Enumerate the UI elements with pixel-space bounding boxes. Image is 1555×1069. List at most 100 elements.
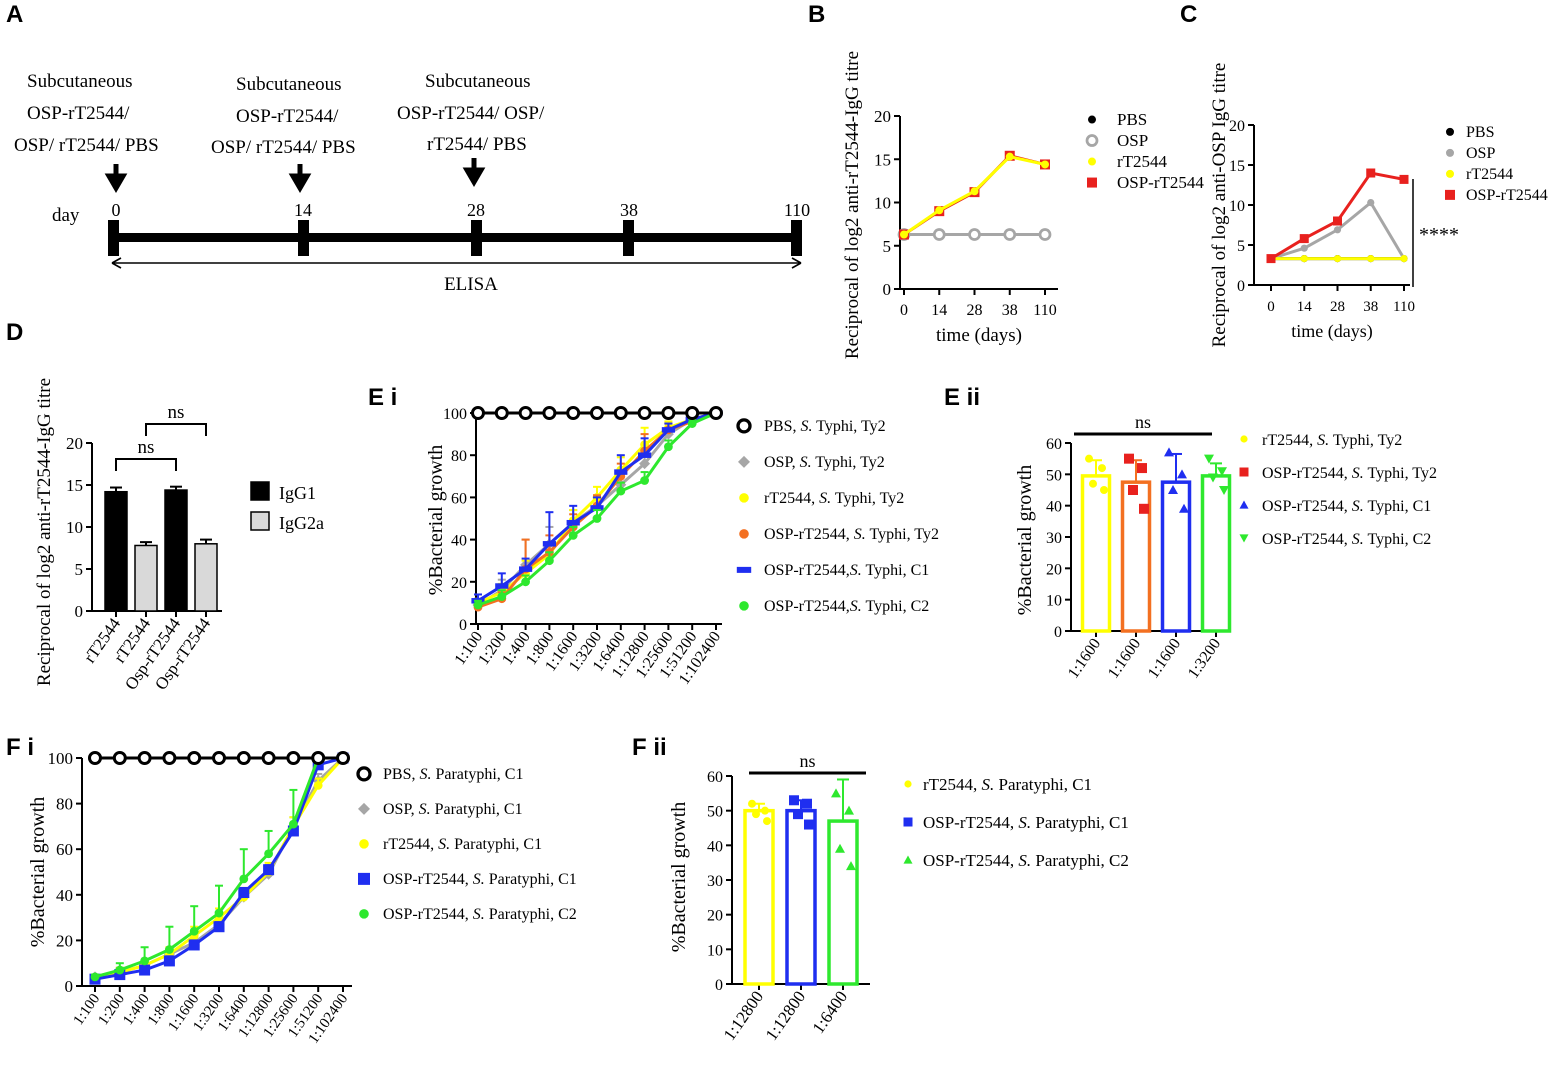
data-point (1299, 234, 1309, 244)
timeline-node-28 (471, 220, 482, 256)
legend-label: rT2544, S. Paratyphi, C1 (383, 836, 542, 853)
y-tick-label: 5 (883, 237, 892, 256)
x-tick-label: 1:6400 (809, 987, 852, 1037)
legend-marker (1446, 169, 1454, 178)
data-point (932, 228, 946, 241)
legend-marker (903, 855, 913, 864)
x-tick-label: 110 (1033, 302, 1056, 319)
data-point (114, 969, 126, 981)
y-tick-label: 100 (48, 749, 74, 768)
x-tick-label: 110 (1393, 299, 1415, 315)
bar (134, 544, 158, 612)
y-tick-label: 20 (56, 931, 73, 950)
x-tick-label: 1:400 (120, 991, 153, 1028)
data-point (187, 750, 202, 766)
legend-label: OSP-rT2544, S. Paratyphi, C2 (383, 906, 577, 923)
data-point (189, 926, 199, 936)
chart-fi-x-axis: 1:1001:2001:4001:8001:16001:32001:64001:… (71, 985, 352, 1047)
series-line (1270, 171, 1405, 260)
x-tick-label: 1:12800 (720, 987, 768, 1044)
data-point (1038, 228, 1052, 241)
chart-fii-bars (743, 778, 859, 986)
legend-label: rT2544 (1117, 152, 1168, 171)
data-point (1367, 199, 1375, 207)
bar (743, 808, 775, 986)
legend-label: OSP (1466, 145, 1495, 162)
legend-label: IgG1 (279, 483, 316, 503)
data-point (1333, 255, 1342, 263)
panel-label-eii: E ii (944, 384, 980, 411)
chart-ei-legend: PBS, S. Typhi, Ty2 OSP, S. Typhi, Ty2 rT25… (736, 418, 939, 615)
data-point (1333, 226, 1342, 234)
y-tick-label: 10 (874, 194, 891, 213)
data-point (519, 566, 533, 572)
bar (1200, 474, 1232, 633)
data-point (592, 514, 602, 523)
y-axis-title: %Bacterial growth (1014, 465, 1036, 616)
legend-marker (358, 872, 370, 885)
data-point (568, 530, 578, 540)
y-tick-label: 0 (75, 602, 84, 621)
day-tick-0: 0 (112, 200, 121, 220)
data-point (1300, 244, 1308, 252)
legend-marker (736, 418, 752, 434)
data-point (261, 750, 276, 766)
legend-marker (904, 780, 912, 788)
legend-label: OSP-rT2544, S. Typhi, Ty2 (1262, 465, 1437, 482)
legend-label: rT2544, S. Typhi, Ty2 (1262, 432, 1402, 449)
legend-label: OSP (1117, 131, 1148, 150)
data-point (935, 206, 944, 215)
data-point (1139, 503, 1149, 514)
series-osp-rt2544 (1266, 168, 1409, 264)
chart-fii-y-axis: 0 10 20 30 40 50 60 %Bacterial growth (668, 769, 733, 994)
x-tick-label: 0 (900, 302, 908, 319)
data-point (1300, 255, 1308, 263)
legend-marker (1239, 534, 1249, 543)
legend-marker (1088, 115, 1096, 124)
legend-swatch (250, 511, 270, 531)
data-point (1124, 453, 1134, 464)
legend-label: PBS, S. Paratyphi, C1 (383, 766, 523, 783)
y-tick-label: 0 (715, 977, 723, 994)
y-tick-label: 20 (1046, 561, 1062, 578)
y-tick-label: 80 (56, 795, 73, 814)
legend-marker (736, 566, 752, 573)
data-point (239, 874, 249, 884)
legend-marker (739, 493, 749, 503)
data-point (139, 964, 151, 976)
y-tick-label: 0 (1237, 278, 1245, 295)
y-tick-label: 15 (1229, 158, 1245, 175)
data-point (835, 843, 845, 853)
y-tick-label: 15 (66, 476, 83, 495)
y-tick-label: 50 (707, 804, 723, 821)
legend-label: OSP-rT2544, S. Typhi, C2 (1262, 531, 1431, 548)
x-axis-title: time (days) (1291, 321, 1372, 342)
data-point (1366, 168, 1376, 178)
data-point (639, 458, 651, 470)
legend-marker (1239, 467, 1249, 477)
legend-marker (1087, 177, 1097, 188)
y-tick-label: 80 (451, 448, 467, 465)
x-tick-label: 38 (1002, 302, 1018, 319)
series-pbs-s-typhi-ty2 (470, 405, 724, 421)
legend-marker (358, 802, 370, 815)
chart-b-y-axis: 0 5 10 15 20 Reciprocal of log2 anti-rT2544-I… (842, 51, 901, 359)
legend-marker (359, 839, 369, 849)
x-tick-label: 1:1600 (1105, 636, 1144, 682)
dose-arrow-day-28 (462, 158, 486, 187)
data-point (687, 419, 697, 428)
legend-label: PBS, S. Typhi, Ty2 (764, 418, 886, 435)
data-point (1333, 216, 1342, 226)
y-tick-label: 10 (66, 518, 83, 537)
data-point (613, 405, 628, 421)
dose-28-line-1: OSP-rT2544/ OSP/ (397, 103, 545, 124)
chart-eii-legend: rT2544, S. Typhi, Ty2 OSP-rT2544, S. Typh… (1239, 432, 1437, 548)
y-tick-label: 30 (707, 873, 723, 890)
data-point (521, 577, 530, 587)
data-point (685, 405, 700, 421)
bar (104, 490, 128, 612)
legend-label: OSP-rT2544, S. Paratyphi, C1 (383, 871, 577, 888)
significance-label: ns (799, 751, 815, 771)
